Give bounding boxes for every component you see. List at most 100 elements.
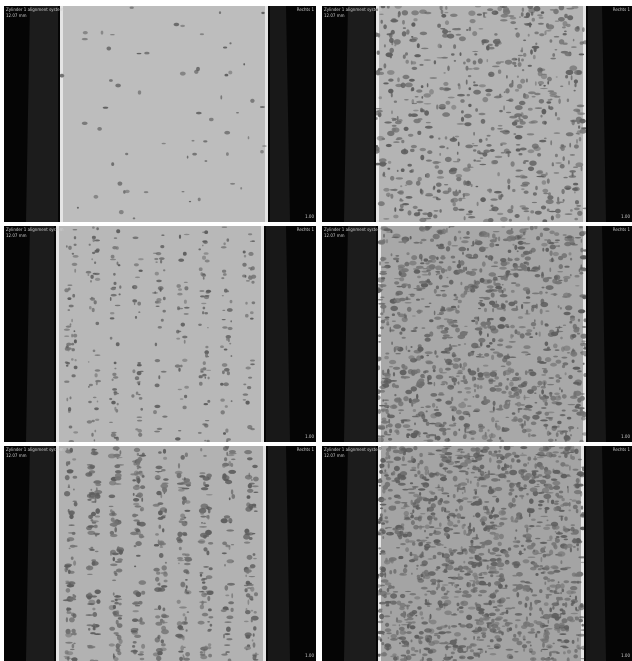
pore <box>378 241 384 244</box>
pore <box>116 570 122 571</box>
pore <box>518 418 523 422</box>
pore <box>155 475 161 480</box>
pore <box>448 519 451 521</box>
pore <box>140 658 145 660</box>
pore <box>460 52 462 56</box>
pore <box>162 565 167 570</box>
pore <box>490 574 493 577</box>
pore <box>178 368 180 372</box>
pore <box>486 144 491 147</box>
pore <box>522 242 527 243</box>
pore <box>451 656 453 658</box>
pore <box>510 369 514 374</box>
pore <box>551 216 554 221</box>
pore <box>473 84 478 86</box>
pore <box>160 260 162 264</box>
pore <box>491 266 498 268</box>
pore <box>443 82 448 86</box>
pore <box>95 354 101 356</box>
pore <box>582 27 585 32</box>
pore <box>72 458 76 460</box>
pore <box>407 307 412 312</box>
pore <box>222 270 226 273</box>
pore <box>539 17 544 19</box>
pore <box>203 307 206 310</box>
pore <box>416 101 423 104</box>
pore <box>94 239 100 241</box>
pore <box>434 317 441 320</box>
pore <box>379 478 382 480</box>
pore <box>489 457 492 462</box>
pore <box>508 15 515 17</box>
pore <box>132 618 138 622</box>
pore <box>226 638 232 640</box>
pore <box>531 543 535 547</box>
pore <box>563 33 567 35</box>
pore <box>155 637 160 642</box>
pore <box>579 137 582 141</box>
pore <box>250 599 253 601</box>
pore <box>389 429 392 433</box>
pore <box>192 153 197 156</box>
panel-side: Rechts 1 <box>297 227 315 232</box>
pore <box>161 639 164 643</box>
pore <box>91 519 94 521</box>
pore <box>539 33 544 36</box>
pore <box>495 156 503 158</box>
pore <box>525 418 530 420</box>
pore <box>564 580 570 583</box>
pore <box>385 456 388 459</box>
pore <box>540 115 542 118</box>
pore <box>407 429 413 431</box>
pore <box>449 376 452 378</box>
pore <box>114 407 116 411</box>
pore <box>89 384 93 386</box>
pore <box>516 584 523 590</box>
pore <box>225 405 228 408</box>
pore <box>96 493 99 497</box>
pore <box>175 634 183 638</box>
pore <box>451 245 458 246</box>
pore <box>229 546 231 550</box>
pore <box>133 519 139 521</box>
pore <box>405 83 413 88</box>
pore <box>475 327 483 330</box>
pore <box>207 629 211 632</box>
pore <box>202 311 204 314</box>
pore <box>439 498 443 503</box>
pore <box>408 134 413 137</box>
pore <box>462 651 466 653</box>
pore <box>428 470 430 476</box>
pore <box>135 541 141 546</box>
pore <box>253 558 257 559</box>
pore <box>459 610 464 613</box>
pore <box>177 293 182 296</box>
pore <box>458 403 466 409</box>
pore <box>466 615 472 620</box>
pore <box>470 481 472 484</box>
pore <box>459 416 465 421</box>
pore <box>248 276 253 280</box>
pore <box>434 311 436 316</box>
pore <box>73 476 78 479</box>
pore <box>473 145 478 146</box>
pore <box>564 598 570 601</box>
pore <box>538 474 543 477</box>
pore <box>437 486 440 488</box>
pore <box>73 643 75 645</box>
pore <box>455 590 462 593</box>
pore <box>93 612 98 617</box>
pore <box>156 466 163 470</box>
pore <box>476 556 482 561</box>
pore <box>512 58 518 61</box>
pore <box>565 372 567 375</box>
pore <box>387 168 390 170</box>
pore <box>393 471 396 476</box>
pore <box>446 363 454 366</box>
pore <box>139 466 142 468</box>
pore <box>555 501 559 503</box>
pore <box>158 326 162 329</box>
pore <box>493 537 499 540</box>
pore <box>249 576 256 577</box>
pore <box>134 545 137 547</box>
